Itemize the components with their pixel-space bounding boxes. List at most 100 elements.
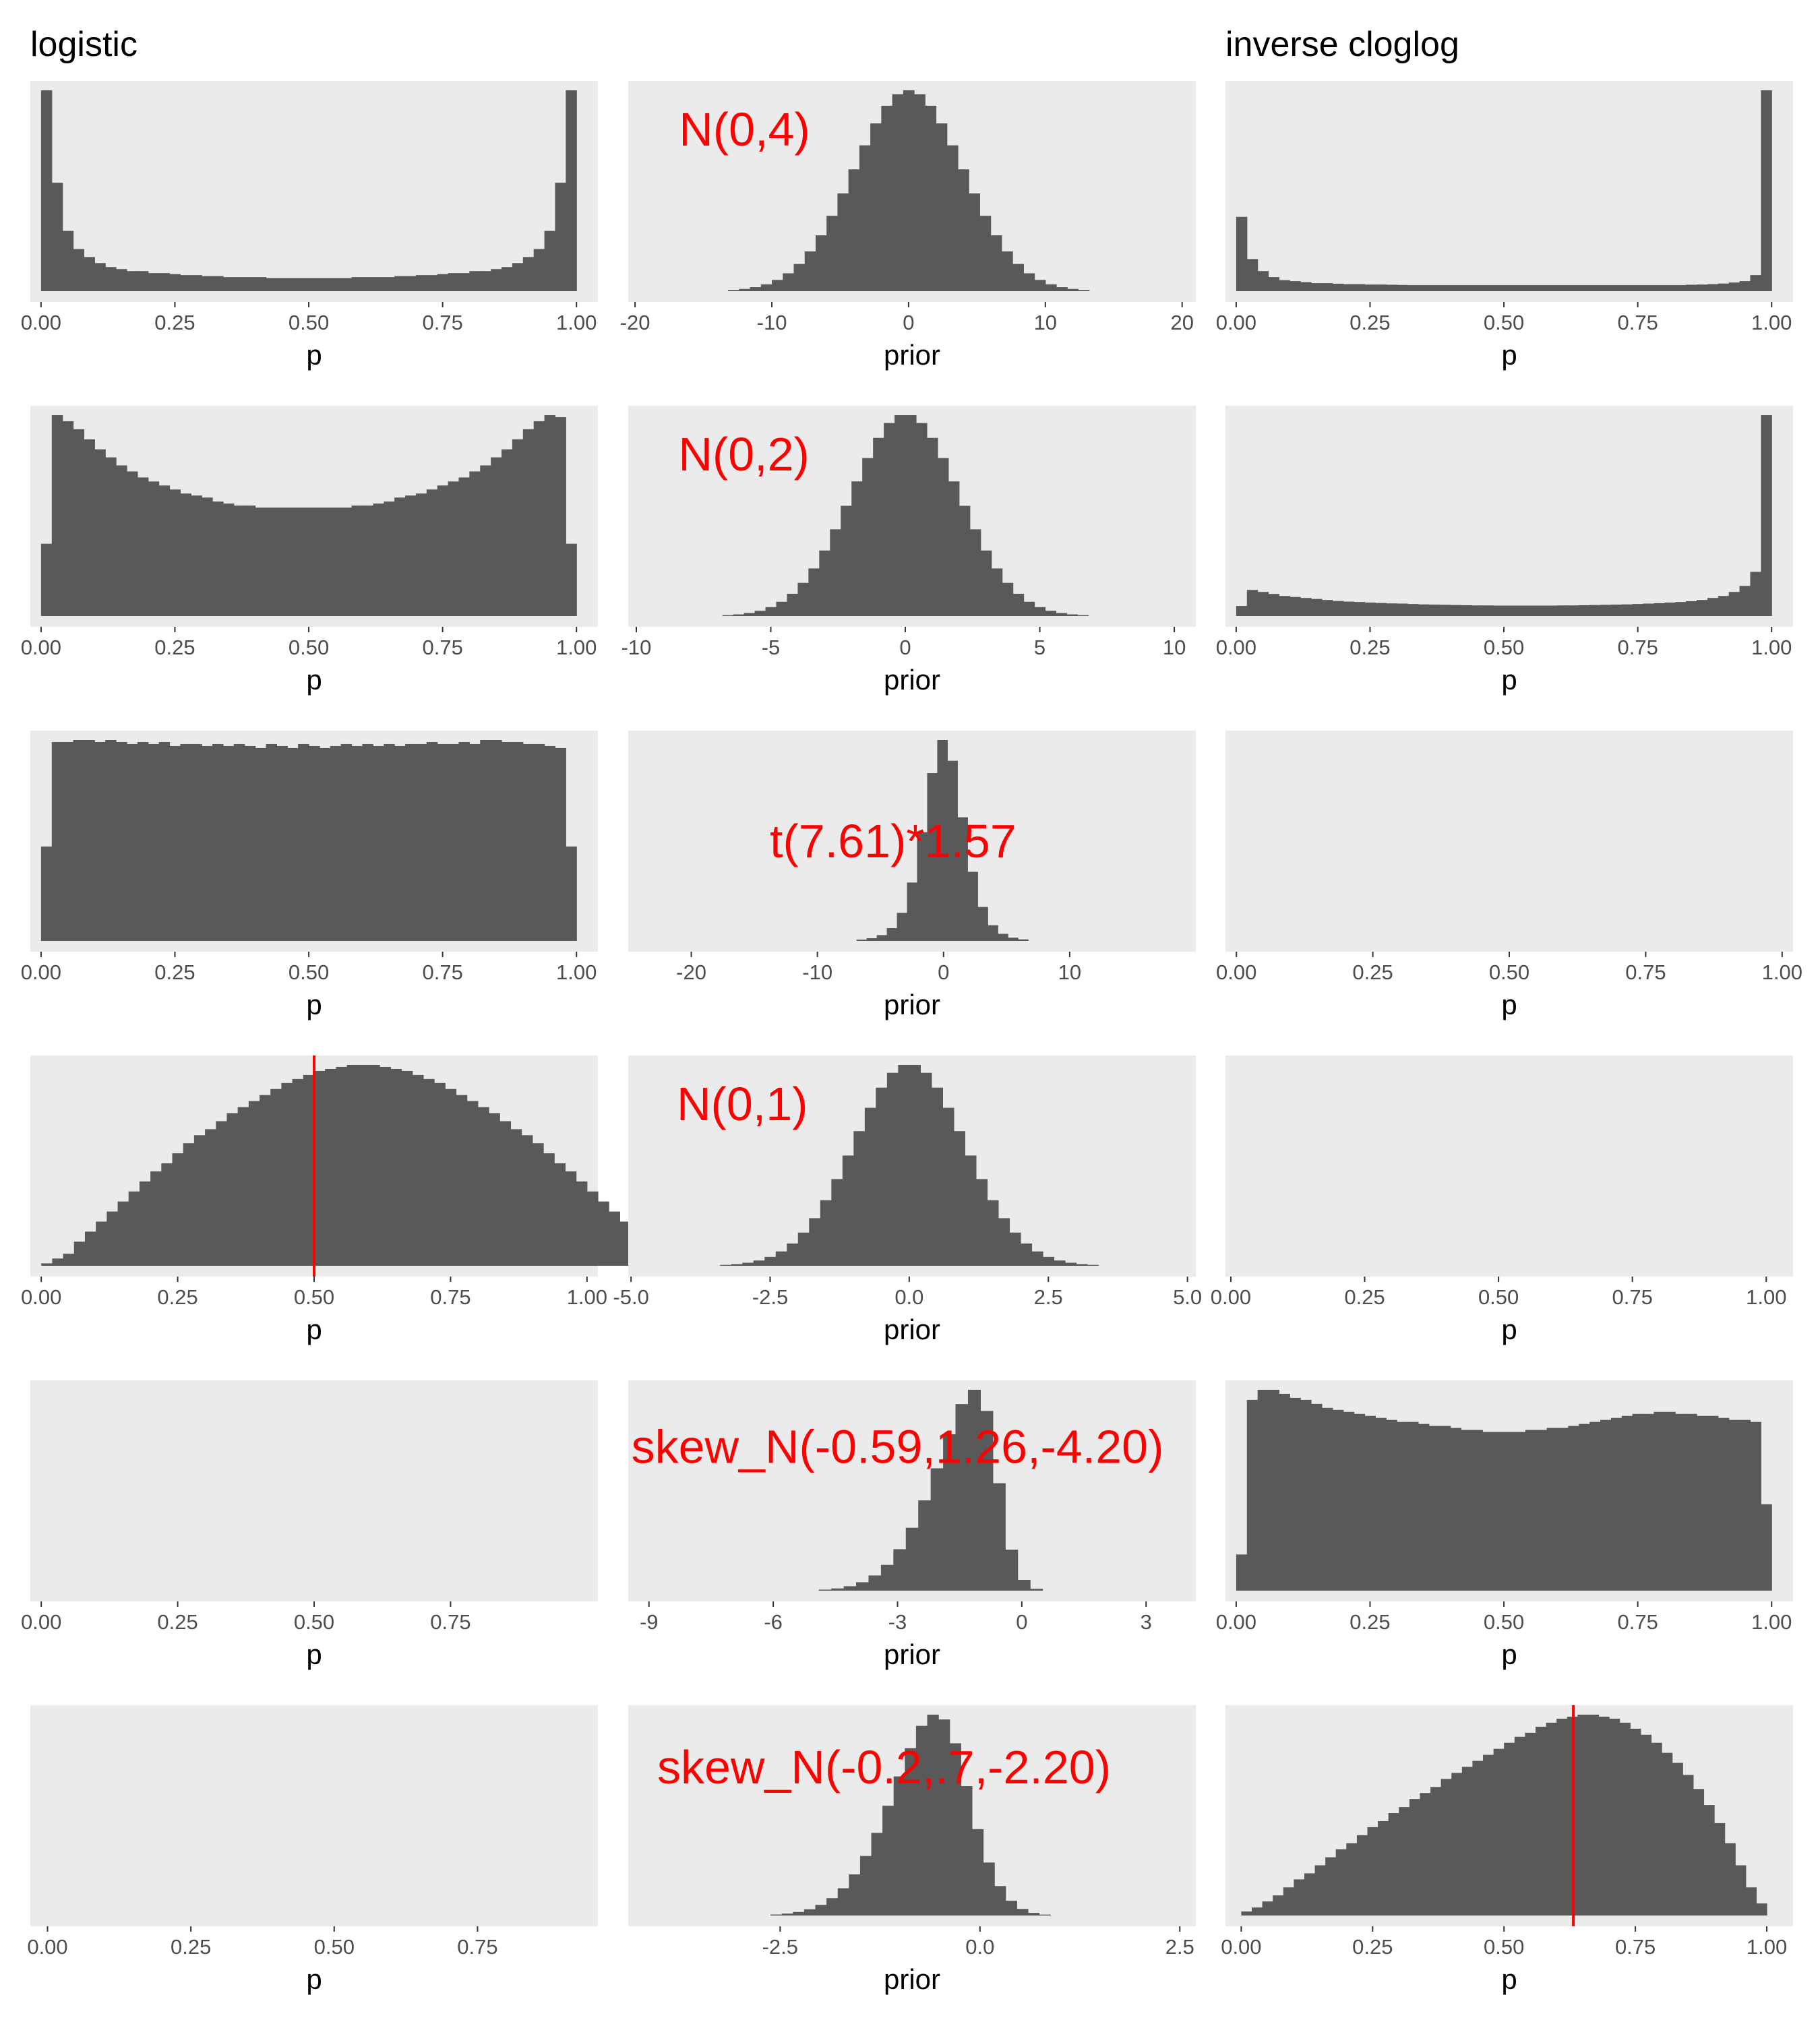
histogram-bar: [893, 1549, 907, 1591]
histogram-bar: [826, 216, 839, 291]
x-axis: -20 -10 0 10: [676, 952, 1081, 984]
x-tick-label: -10: [757, 311, 787, 334]
histogram-bar: [139, 1181, 151, 1266]
histogram-bar: [244, 277, 256, 291]
histogram-bar: [1409, 1799, 1421, 1916]
histogram-bar: [1568, 605, 1579, 616]
x-axis: 0.00 0.25 0.50 0.75: [27, 1926, 498, 1959]
x-axis: -2.5 0.0 2.5: [762, 1926, 1194, 1959]
histogram-bar: [1343, 284, 1355, 291]
histogram-bar: [1012, 264, 1024, 291]
histogram-bar: [502, 267, 513, 291]
histogram-bar: [1246, 1399, 1258, 1591]
histogram-bars: [1241, 1715, 1767, 1916]
histogram-bar: [298, 743, 309, 941]
histogram-bar: [971, 1829, 984, 1916]
x-tick-label: 0.50: [1484, 1610, 1524, 1634]
histogram-bar: [466, 1101, 479, 1266]
histogram-bar: [938, 1719, 950, 1916]
histogram-bar: [1761, 415, 1772, 616]
histogram-bar: [384, 743, 395, 941]
histogram-bar: [491, 740, 502, 941]
histogram-bar: [859, 145, 871, 291]
histogram-bar: [117, 1201, 129, 1266]
x-tick-label: 0.00: [1221, 1935, 1261, 1959]
x-tick-label: 1.00: [556, 636, 597, 659]
histogram-bar: [1450, 1428, 1462, 1591]
histogram-bar: [586, 1191, 599, 1266]
x-tick-label: 0.50: [289, 960, 329, 984]
histogram-bar: [212, 276, 224, 291]
histogram-bar: [1268, 277, 1280, 291]
histogram-bar: [1643, 603, 1655, 616]
x-tick-label: -10: [621, 636, 652, 659]
histogram-bar: [977, 907, 988, 941]
histogram-bar: [340, 278, 353, 291]
histogram-bar: [808, 568, 820, 616]
histogram-bar: [1399, 1807, 1410, 1916]
histogram-bar: [180, 493, 191, 616]
histogram-bar: [1535, 1726, 1547, 1916]
x-tick-label: 5.0: [1173, 1285, 1202, 1309]
histogram-bar: [522, 429, 535, 616]
x-tick-label: 0.75: [1617, 636, 1658, 659]
distribution-annotation: skew_N(-0.59,1.26,-4.20): [632, 1420, 1164, 1473]
panel-r4-c2: N(0,1) -5.0 -2.5 0.0 2.5 5.0 prior: [613, 1055, 1202, 1345]
histogram-bar: [169, 274, 181, 291]
histogram-bar: [831, 1179, 843, 1266]
histogram-bar: [882, 1806, 894, 1916]
x-tick-label: 1.00: [567, 1285, 607, 1309]
histogram-bar: [990, 235, 1002, 291]
histogram-bar: [276, 508, 288, 616]
histogram-bar: [309, 278, 320, 291]
histogram-bar: [1610, 605, 1622, 616]
x-axis-title: prior: [884, 1963, 940, 1995]
histogram-bar: [105, 457, 117, 616]
x-tick-label: 0.75: [1625, 960, 1666, 984]
x-tick-label: 0.25: [157, 1610, 198, 1634]
histogram-bar: [1675, 285, 1687, 291]
histogram-bar: [1589, 605, 1601, 616]
histogram-bar: [202, 497, 213, 616]
histogram-bar: [319, 508, 331, 616]
histogram-bar: [1364, 603, 1376, 616]
histogram-bar: [233, 277, 245, 291]
histogram-bar: [1077, 615, 1089, 616]
histogram-bar: [148, 481, 160, 616]
histogram-bar: [1514, 1432, 1526, 1591]
histogram-bar: [51, 183, 63, 291]
histogram-bar: [266, 278, 277, 291]
histogram-bar: [169, 489, 181, 616]
histogram-bar: [842, 1155, 854, 1266]
histogram-bar: [1428, 605, 1440, 616]
histogram-bar: [609, 1211, 620, 1266]
x-tick-label: 1.00: [1751, 1610, 1792, 1634]
histogram-bar: [983, 1862, 995, 1916]
panel-r6-c3: 0.00 0.25 0.50 0.75 1.00 p: [1221, 1705, 1793, 1995]
histogram-bar: [1654, 285, 1665, 291]
histogram-bar: [876, 1087, 888, 1266]
histogram-bar: [1546, 285, 1558, 291]
histogram-bar: [1314, 1865, 1326, 1916]
histogram-bar: [859, 1856, 872, 1916]
histogram-bar: [783, 273, 795, 291]
histogram-bar: [41, 1263, 53, 1266]
histogram-bar: [401, 1070, 413, 1266]
histogram-bar: [423, 1078, 435, 1266]
x-tick-label: 1.00: [1751, 636, 1792, 659]
panel-r5-c2: skew_N(-0.59,1.26,-4.20) -9 -6 -3 0 3 prior: [628, 1380, 1196, 1670]
histogram-bar: [998, 1218, 1010, 1266]
histogram-bar: [920, 1072, 932, 1266]
histogram-bar: [477, 1107, 489, 1266]
histogram-bar: [1557, 285, 1569, 291]
x-tick-label: 0.25: [171, 1935, 211, 1959]
histogram-bar: [1750, 1421, 1761, 1591]
panel-background: [30, 81, 598, 302]
x-tick-label: 0.50: [1484, 311, 1524, 334]
histogram-bar: [760, 284, 772, 291]
histogram-bar: [555, 747, 566, 941]
histogram-bar: [1461, 285, 1472, 291]
histogram-bar: [1002, 582, 1014, 616]
histogram-bar: [137, 271, 149, 291]
histogram-bar: [1042, 1256, 1055, 1266]
